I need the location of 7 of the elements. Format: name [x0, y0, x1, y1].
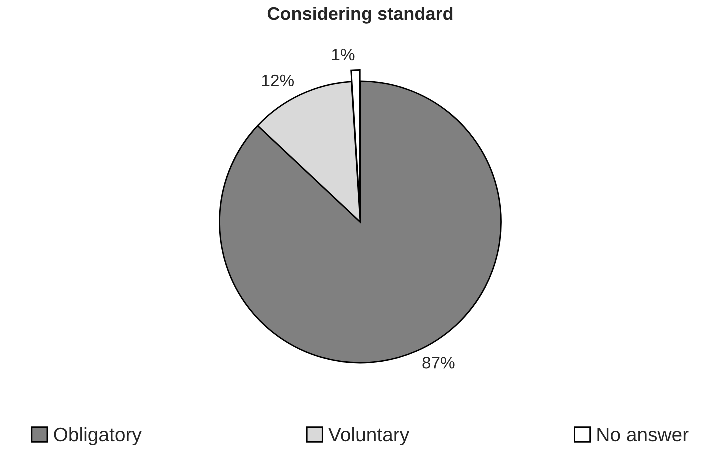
- legend-label: No answer: [598, 428, 689, 442]
- legend-label: Voluntary: [328, 427, 410, 446]
- data-label: 87%: [422, 357, 455, 369]
- legend-label: Obligatory: [54, 427, 142, 446]
- chart-title: Considering standard: [268, 6, 453, 24]
- data-label: 1%: [332, 48, 355, 61]
- data-label: 12%: [262, 74, 294, 87]
